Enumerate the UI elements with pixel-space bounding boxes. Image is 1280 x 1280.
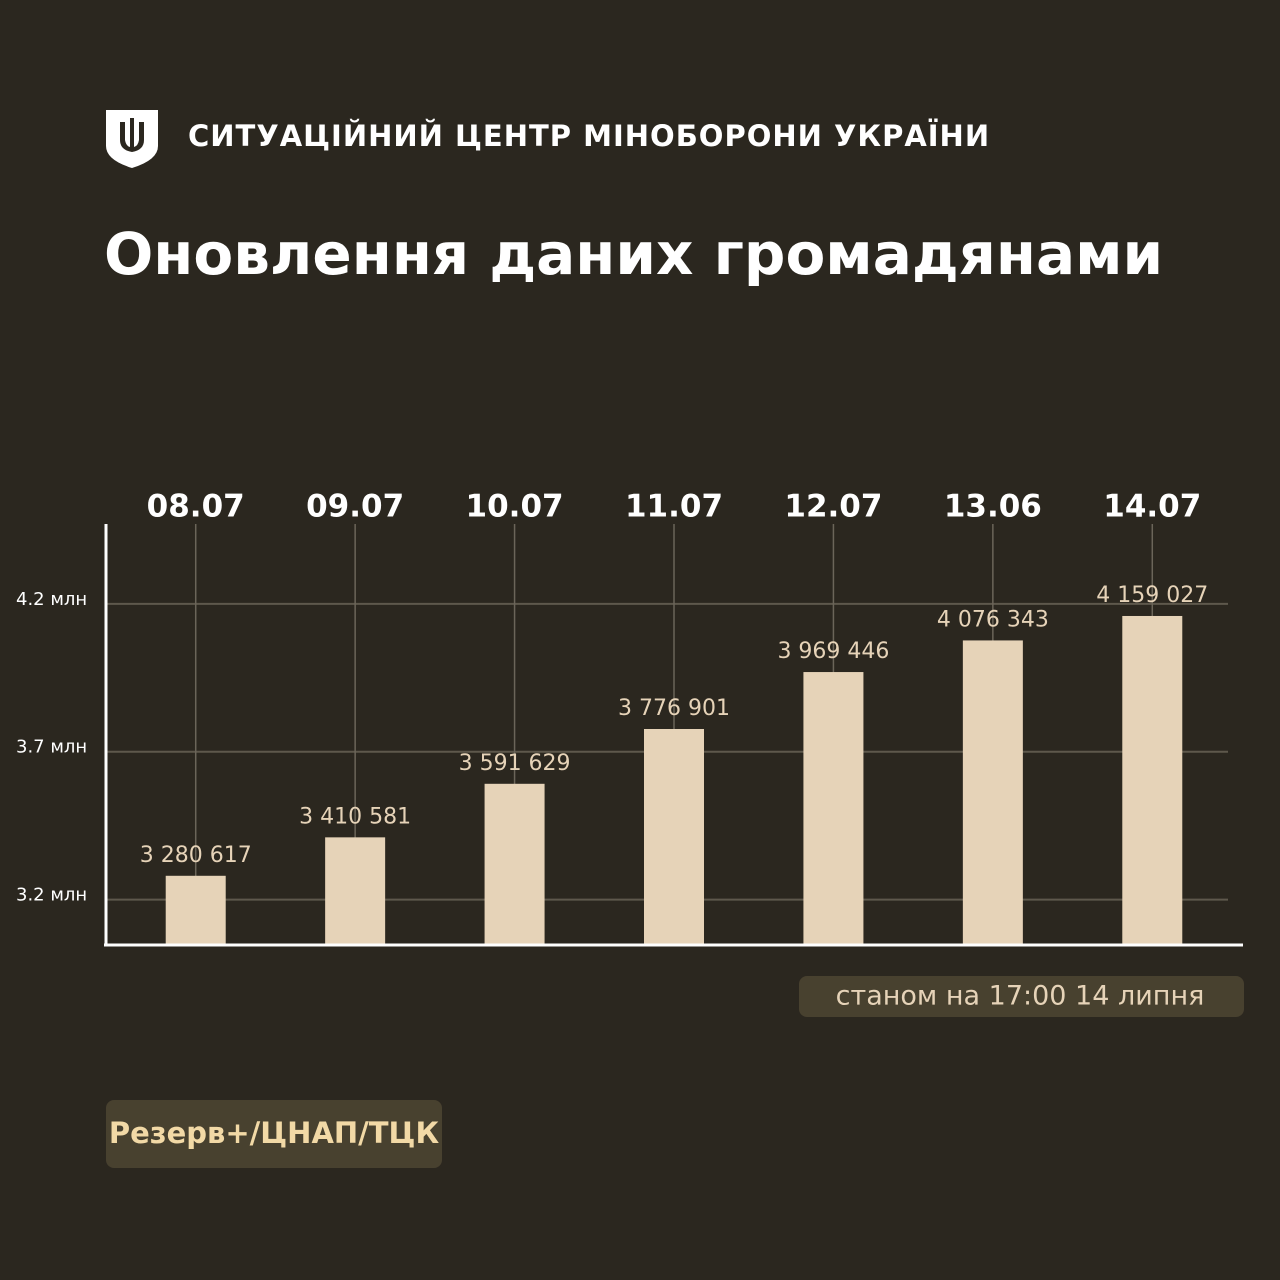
x-tick-label: 10.07: [466, 489, 564, 525]
note-box: [799, 976, 1244, 1017]
value-label: 3 776 901: [618, 696, 730, 721]
note: станом на 17:00 14 липня: [836, 981, 1205, 1012]
value-label: 3 410 581: [299, 804, 411, 829]
y-tick-label: 4.2 млн: [16, 589, 87, 610]
header: СИТУАЦІЙНИЙ ЦЕНТР МІНОБОРОНИ УКРАЇНИ: [188, 119, 990, 153]
value-label: 4 076 343: [937, 607, 1049, 632]
bar: [165, 875, 226, 944]
source-box: [106, 1100, 442, 1168]
chart-title: Оновлення даних громадянами: [104, 220, 1163, 288]
bar: [484, 783, 545, 944]
value-label: 3 969 446: [777, 639, 889, 664]
source: Резерв+/ЦНАП/ТЦК: [109, 1116, 440, 1150]
value-label: 4 159 027: [1096, 583, 1208, 608]
bar: [803, 672, 864, 944]
bar: [644, 729, 704, 944]
y-tick-label: 3.7 млн: [16, 737, 87, 758]
value-label: 3 280 617: [140, 843, 252, 868]
x-tick-label: 11.07: [625, 489, 723, 525]
bar: [962, 640, 1023, 944]
x-tick-label: 12.07: [784, 489, 882, 525]
emblem: [106, 110, 158, 168]
bar: [325, 837, 386, 944]
x-tick-label: 14.07: [1103, 489, 1201, 525]
bar: [1122, 615, 1183, 944]
x-tick-label: 08.07: [147, 489, 245, 525]
x-tick-label: 13.06: [944, 489, 1042, 525]
y-tick-label: 3.2 млн: [16, 885, 87, 906]
x-tick-label: 09.07: [306, 489, 404, 525]
value-label: 3 591 629: [459, 751, 571, 776]
